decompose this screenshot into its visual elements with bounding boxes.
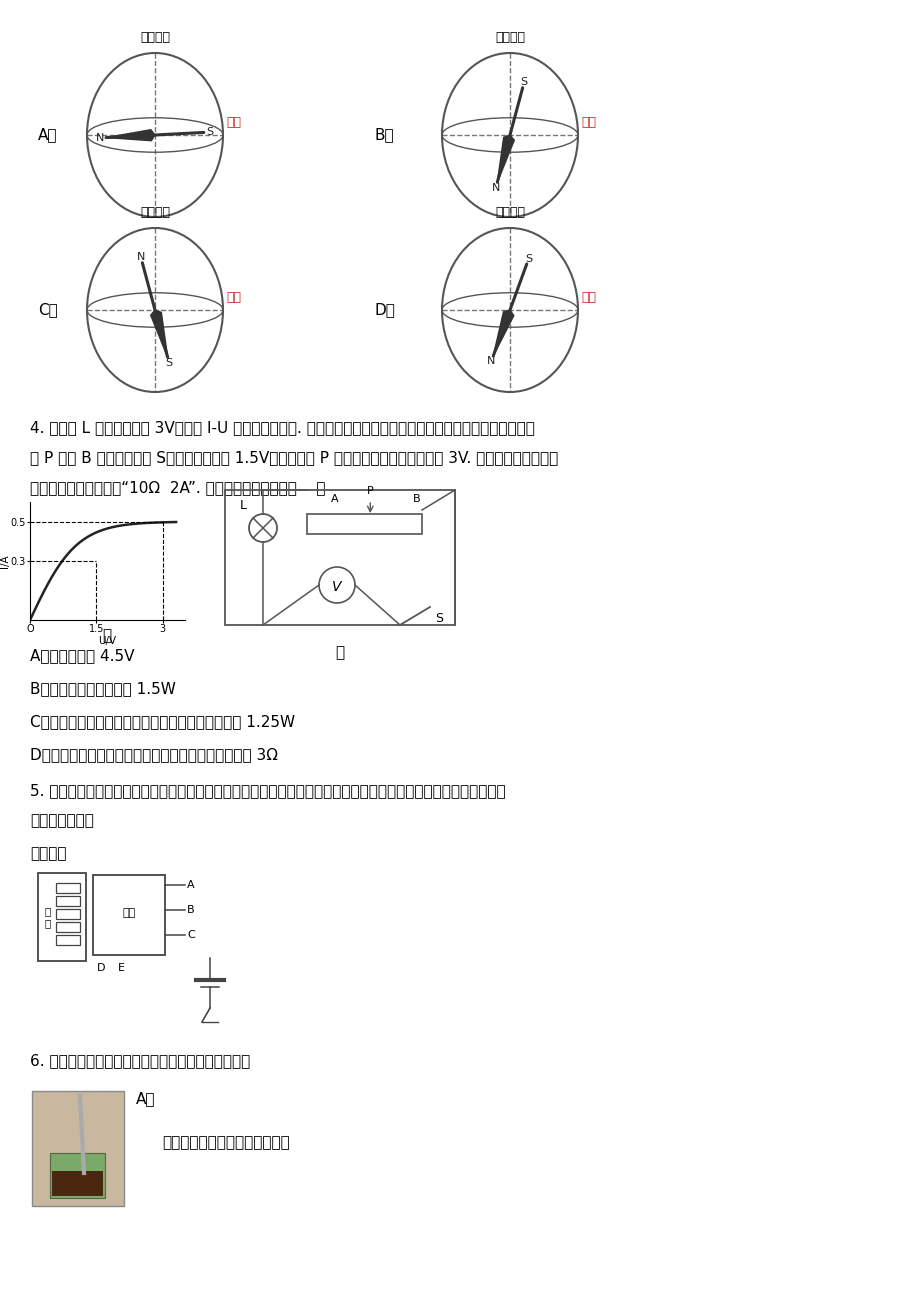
Text: S: S <box>165 358 173 367</box>
Bar <box>307 514 422 534</box>
Bar <box>56 909 80 919</box>
Text: A．: A． <box>136 1091 155 1105</box>
Bar <box>50 1154 105 1198</box>
Bar <box>93 875 165 954</box>
Text: S: S <box>525 254 532 264</box>
Text: N: N <box>487 357 495 366</box>
Text: 乙: 乙 <box>335 644 345 660</box>
Text: D．小灯泡正常发光时，滑动变阻器接入电路的阻値为 3Ω: D．小灯泡正常发光时，滑动变阻器接入电路的阻値为 3Ω <box>30 747 278 762</box>
Text: （＿＿）: （＿＿） <box>30 846 66 861</box>
Text: B: B <box>187 905 195 915</box>
Text: 甲: 甲 <box>102 628 111 643</box>
Text: A: A <box>331 493 338 504</box>
Text: 蜂鸣器的电路。: 蜂鸣器的电路。 <box>30 812 94 828</box>
Text: E: E <box>118 963 124 973</box>
Text: N: N <box>96 133 105 143</box>
Text: D: D <box>96 963 105 973</box>
Text: 赤道: 赤道 <box>226 292 241 305</box>
Text: C: C <box>187 930 195 940</box>
Polygon shape <box>106 130 154 141</box>
Text: P: P <box>367 486 373 496</box>
Bar <box>32 1091 124 1206</box>
Text: B: B <box>413 493 420 504</box>
Text: S: S <box>206 128 213 137</box>
Bar <box>225 490 455 625</box>
Bar <box>56 935 80 945</box>
Text: N: N <box>137 253 145 262</box>
Bar <box>56 922 80 932</box>
Text: A．电源电压为 4.5V: A．电源电压为 4.5V <box>30 648 134 663</box>
Text: B．: B． <box>375 128 394 142</box>
Text: 用吸管吸饮料是利用了液体压强: 用吸管吸饮料是利用了液体压强 <box>162 1135 289 1151</box>
Text: 赤道: 赤道 <box>581 292 596 305</box>
Polygon shape <box>497 135 514 182</box>
Text: C．小灯泡正常发光时，滑动变阻器消耗的电功率为 1.25W: C．小灯泡正常发光时，滑动变阻器消耗的电功率为 1.25W <box>30 713 295 729</box>
Text: 衔铁: 衔铁 <box>122 907 135 918</box>
Text: 滑动变阻器的銘牌标有“10Ω  2A”. 下列说法中错误的是（    ）: 滑动变阻器的銘牌标有“10Ω 2A”. 下列说法中错误的是（ ） <box>30 480 325 495</box>
Text: A: A <box>187 880 195 891</box>
Text: 赤道: 赤道 <box>226 116 241 129</box>
Bar <box>56 883 80 893</box>
Text: V: V <box>332 579 341 594</box>
Text: S: S <box>435 612 443 625</box>
Text: 地理北极: 地理北极 <box>140 31 170 44</box>
Text: D．: D． <box>375 302 395 318</box>
Text: 地理北极: 地理北极 <box>140 206 170 219</box>
Text: 5. 通常我们把没有铃碗的电铃叫作蜂鸣器。请用笔画线代替导线，将图中的元件符号连接在电磁继电器上，组成一个: 5. 通常我们把没有铃碗的电铃叫作蜂鸣器。请用笔画线代替导线，将图中的元件符号连… <box>30 783 505 798</box>
Text: 赤道: 赤道 <box>581 116 596 129</box>
Text: B．小灯泡的额定功率为 1.5W: B．小灯泡的额定功率为 1.5W <box>30 681 176 697</box>
Text: 地理北极: 地理北极 <box>494 206 525 219</box>
Text: 地理北极: 地理北极 <box>494 31 525 44</box>
Text: A．: A． <box>38 128 57 142</box>
Text: L: L <box>240 499 246 512</box>
Polygon shape <box>151 310 167 357</box>
Text: 弹
簧: 弹 簧 <box>45 906 51 928</box>
Bar <box>38 874 85 961</box>
Text: 4. 小灯泡 L 的额定电压为 3V，它的 I-U 图像如图甲所示. 把小灯泡接入如图乙所示的电路中，先将滑动变阻器的滑: 4. 小灯泡 L 的额定电压为 3V，它的 I-U 图像如图甲所示. 把小灯泡接… <box>30 421 534 435</box>
Bar <box>52 1170 103 1197</box>
Bar <box>56 896 80 906</box>
Text: S: S <box>520 77 528 87</box>
Text: C．: C． <box>38 302 58 318</box>
Text: N: N <box>491 182 500 193</box>
Text: 片 P 移至 B 端，闭合开关 S，电压表示数为 1.5V；再将滑片 P 向左移动直到电压表示数为 3V. 已知电源电压恒定，: 片 P 移至 B 端，闭合开关 S，电压表示数为 1.5V；再将滑片 P 向左移… <box>30 450 558 465</box>
Text: 6. 以下图片中所描述的物理现象，下列分析正确的是: 6. 以下图片中所描述的物理现象，下列分析正确的是 <box>30 1053 250 1068</box>
Polygon shape <box>493 310 514 355</box>
